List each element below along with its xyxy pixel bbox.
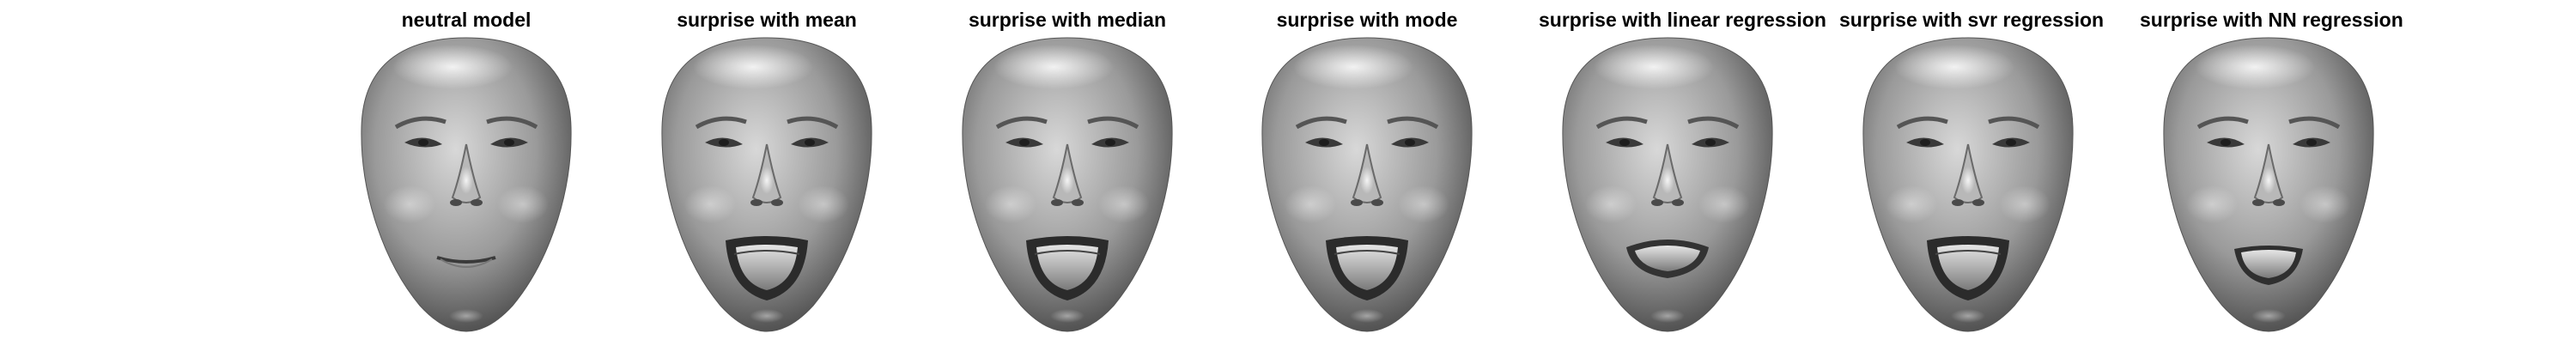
face-panel: neutral model <box>337 0 595 358</box>
panel-title: surprise with mean <box>677 9 857 31</box>
face-render-image <box>959 33 1176 333</box>
panel-title: neutral model <box>401 9 532 31</box>
face-render-image <box>1259 33 1475 333</box>
face-render-image <box>1860 33 2076 333</box>
face-render-image <box>1559 33 1776 333</box>
face-panel: surprise with median <box>939 0 1196 358</box>
panel-title: surprise with svr regression <box>1839 9 2105 31</box>
face-panel: surprise with NN regression <box>2140 0 2403 358</box>
panel-title: surprise with linear regression <box>1539 9 1826 31</box>
face-render-image <box>659 33 875 333</box>
face-panel: surprise with linear regression <box>1539 0 1826 358</box>
face-panel: surprise with mode <box>1238 0 1496 358</box>
face-panel: surprise with svr regression <box>1839 0 2105 358</box>
face-render-image <box>358 33 574 333</box>
face-render-image <box>2160 33 2377 333</box>
panel-title: surprise with NN regression <box>2140 9 2403 31</box>
panel-title: surprise with median <box>968 9 1167 31</box>
panel-title: surprise with mode <box>1276 9 1458 31</box>
face-panel: surprise with mean <box>638 0 896 358</box>
